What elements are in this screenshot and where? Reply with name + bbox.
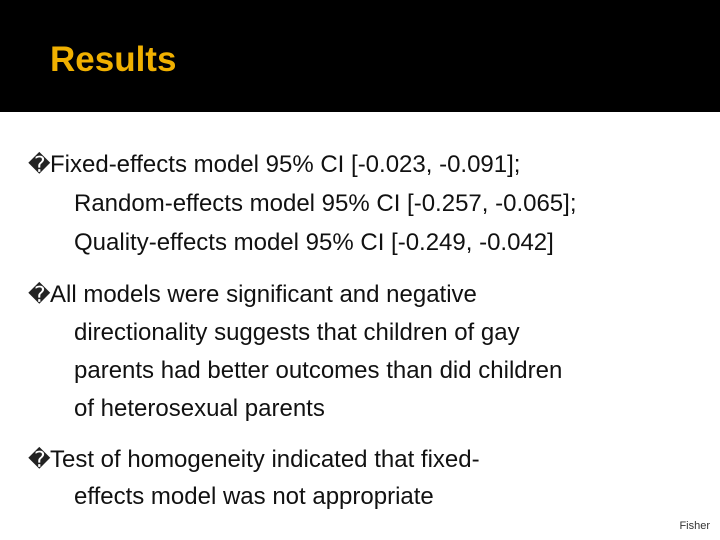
header-bar: Results — [0, 0, 720, 112]
bullet-text: Quality-effects model 95% CI [-0.249, -0… — [74, 229, 554, 256]
bullet-text: parents had better outcomes than did chi… — [74, 357, 563, 384]
bullet-text: Fixed-effects model 95% CI [-0.023, -0.0… — [50, 151, 521, 178]
bullet-text: Test of homogeneity indicated that fixed… — [50, 446, 480, 473]
bullet-text: effects model was not appropriate — [74, 483, 434, 510]
bullet-text: All models were significant and negative — [50, 281, 477, 308]
bullet-text: directionality suggests that children of… — [74, 319, 520, 346]
bullet-marker: � — [28, 282, 51, 307]
bullet-marker: � — [28, 447, 51, 472]
bullet-text: Random-effects model 95% CI [-0.257, -0.… — [74, 190, 577, 217]
bullet-text: of heterosexual parents — [74, 395, 325, 422]
slide-title: Results — [50, 40, 177, 79]
footer: Fisher — [679, 520, 710, 532]
bullet-marker: � — [28, 152, 51, 177]
